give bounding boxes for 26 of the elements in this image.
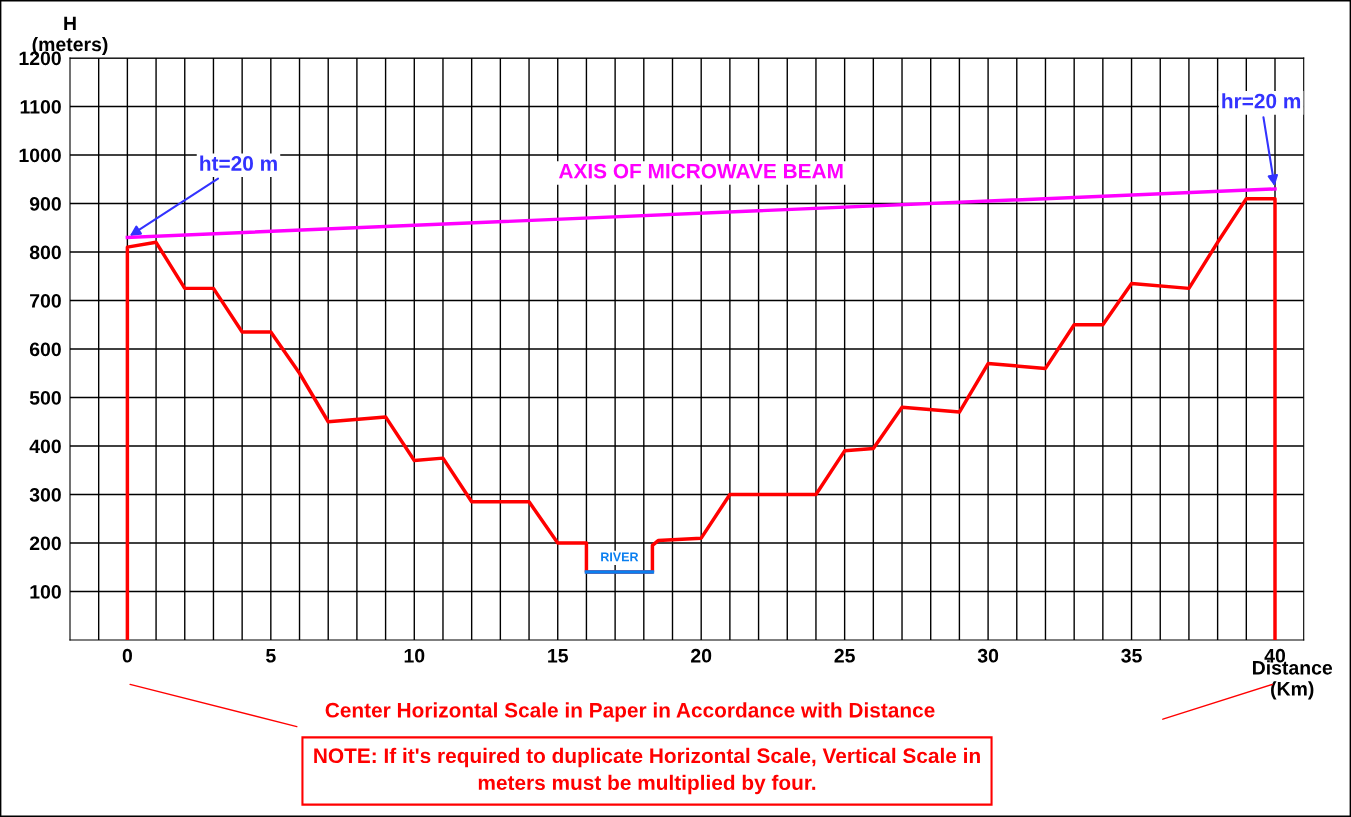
y-tick-label: 400 xyxy=(29,439,61,454)
x-tick-label: 15 xyxy=(548,649,569,663)
series-label: RIVER xyxy=(601,552,639,562)
text: NOTE: If it's required to duplicate Horizontal Scale, Vertical Scale in meters must be multiplied by four. xyxy=(314,747,980,795)
y-tick-label: 100 xyxy=(30,584,61,599)
y-tick-label: 800 xyxy=(29,245,61,260)
y-tick-label: 1100 xyxy=(20,99,61,114)
x-tick-label: 30 xyxy=(977,648,999,663)
y-tick-label: 600 xyxy=(29,342,61,357)
x-tick-label: 0 xyxy=(122,648,132,663)
x-tick-label: 5 xyxy=(266,649,276,663)
y-tick-label: 200 xyxy=(29,536,61,551)
text: Center Horizontal Scale in Paper in Accordance with Distance xyxy=(325,702,935,722)
y-tick-label: 1000 xyxy=(19,148,61,163)
series-label: AXIS OF MICROWAVE BEAM xyxy=(558,163,843,179)
x-tick-label: 20 xyxy=(691,648,712,663)
x-tick-label: 10 xyxy=(404,648,425,663)
x-tick-label: 35 xyxy=(1121,648,1142,663)
y-tick-label: 700 xyxy=(30,293,61,308)
annotation: hr=20 m xyxy=(1222,93,1301,109)
y-tick-label: 900 xyxy=(29,196,61,211)
x-tick-label: 25 xyxy=(834,648,855,663)
line-series xyxy=(125,196,1277,640)
annotation: ht=20 m xyxy=(200,155,277,171)
y-tick-label: 500 xyxy=(29,390,61,405)
y-tick-label: 300 xyxy=(29,487,61,502)
